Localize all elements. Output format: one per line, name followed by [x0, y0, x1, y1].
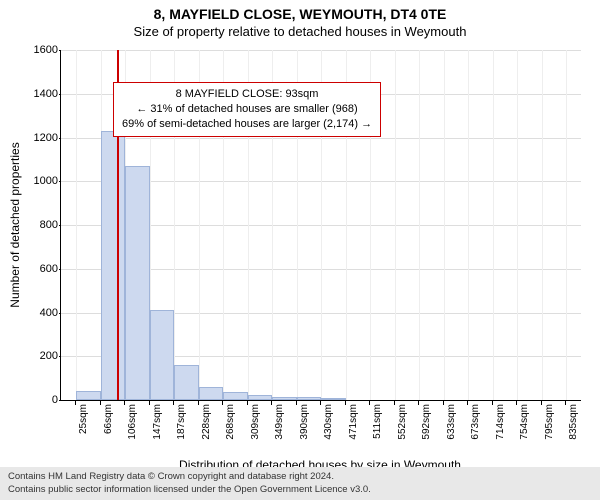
x-tick-label: 268sqm — [225, 404, 236, 454]
x-tick-mark — [100, 400, 101, 405]
annotation-box: 8 MAYFIELD CLOSE: 93sqm← 31% of detached… — [113, 82, 381, 137]
x-tick-mark — [149, 400, 150, 405]
x-tick-mark — [296, 400, 297, 405]
x-tick-label: 633sqm — [446, 404, 457, 454]
x-tick-mark — [467, 400, 468, 405]
y-tick-label: 1400 — [20, 88, 58, 100]
x-tick-label: 471sqm — [348, 404, 359, 454]
histogram-bar — [199, 387, 223, 400]
x-tick-label: 187sqm — [176, 404, 187, 454]
gridline-v — [468, 50, 469, 400]
histogram-bar — [150, 310, 174, 400]
histogram-bar — [248, 395, 272, 400]
gridline-v — [517, 50, 518, 400]
x-tick-mark — [565, 400, 566, 405]
x-tick-label: 430sqm — [323, 404, 334, 454]
x-tick-label: 25sqm — [78, 404, 89, 454]
histogram-bar — [101, 131, 125, 400]
x-tick-mark — [222, 400, 223, 405]
x-tick-label: 106sqm — [127, 404, 138, 454]
annotation-line: 8 MAYFIELD CLOSE: 93sqm — [122, 87, 372, 102]
histogram-figure: 8, MAYFIELD CLOSE, WEYMOUTH, DT4 0TE Siz… — [0, 0, 600, 500]
x-tick-mark — [345, 400, 346, 405]
x-tick-mark — [173, 400, 174, 405]
y-tick-label: 1000 — [20, 175, 58, 187]
annotation-line: ← 31% of detached houses are smaller (96… — [122, 102, 372, 117]
x-tick-label: 754sqm — [519, 404, 530, 454]
x-tick-mark — [394, 400, 395, 405]
main-title: 8, MAYFIELD CLOSE, WEYMOUTH, DT4 0TE — [0, 6, 600, 22]
x-tick-label: 147sqm — [152, 404, 163, 454]
chart-area: Number of detached properties 0200400600… — [60, 50, 580, 400]
histogram-bar — [174, 365, 199, 400]
histogram-bar — [223, 392, 248, 400]
plot-area: 8 MAYFIELD CLOSE: 93sqm← 31% of detached… — [60, 50, 581, 401]
x-tick-label: 511sqm — [372, 404, 383, 454]
gridline-v — [542, 50, 543, 400]
x-tick-mark — [124, 400, 125, 405]
y-axis: 02004006008001000120014001600 — [20, 50, 58, 400]
x-tick-mark — [320, 400, 321, 405]
y-tick-label: 600 — [20, 263, 58, 275]
title-block: 8, MAYFIELD CLOSE, WEYMOUTH, DT4 0TE Siz… — [0, 0, 600, 39]
gridline-v — [566, 50, 567, 400]
x-tick-mark — [516, 400, 517, 405]
x-tick-mark — [198, 400, 199, 405]
x-tick-label: 66sqm — [103, 404, 114, 454]
y-tick-label: 400 — [20, 307, 58, 319]
x-tick-mark — [75, 400, 76, 405]
histogram-bar — [76, 391, 101, 400]
x-tick-label: 673sqm — [470, 404, 481, 454]
x-tick-label: 714sqm — [495, 404, 506, 454]
gridline-v — [444, 50, 445, 400]
histogram-bar — [297, 397, 321, 400]
gridline-v — [76, 50, 77, 400]
y-tick-label: 200 — [20, 350, 58, 362]
y-tick-label: 800 — [20, 219, 58, 231]
footer-line-1: Contains HM Land Registry data © Crown c… — [8, 471, 592, 483]
x-tick-label: 309sqm — [250, 404, 261, 454]
histogram-bar — [125, 166, 150, 400]
x-tick-mark — [418, 400, 419, 405]
subtitle: Size of property relative to detached ho… — [0, 24, 600, 39]
x-tick-label: 349sqm — [274, 404, 285, 454]
y-tick-label: 1200 — [20, 132, 58, 144]
x-tick-mark — [369, 400, 370, 405]
x-tick-label: 390sqm — [299, 404, 310, 454]
y-tick-label: 0 — [20, 394, 58, 406]
attribution-footer: Contains HM Land Registry data © Crown c… — [0, 467, 600, 500]
y-tick-label: 1600 — [20, 44, 58, 56]
gridline-v — [419, 50, 420, 400]
annotation-line: 69% of semi-detached houses are larger (… — [122, 117, 372, 132]
x-tick-label: 228sqm — [201, 404, 212, 454]
footer-line-2: Contains public sector information licen… — [8, 484, 592, 496]
x-tick-label: 795sqm — [544, 404, 555, 454]
x-tick-mark — [541, 400, 542, 405]
x-tick-mark — [492, 400, 493, 405]
x-tick-label: 835sqm — [568, 404, 579, 454]
gridline-v — [395, 50, 396, 400]
gridline-v — [493, 50, 494, 400]
x-tick-label: 552sqm — [397, 404, 408, 454]
x-tick-mark — [271, 400, 272, 405]
histogram-bar — [321, 398, 346, 400]
x-tick-label: 592sqm — [421, 404, 432, 454]
histogram-bar — [272, 397, 297, 400]
x-tick-mark — [443, 400, 444, 405]
x-tick-mark — [247, 400, 248, 405]
